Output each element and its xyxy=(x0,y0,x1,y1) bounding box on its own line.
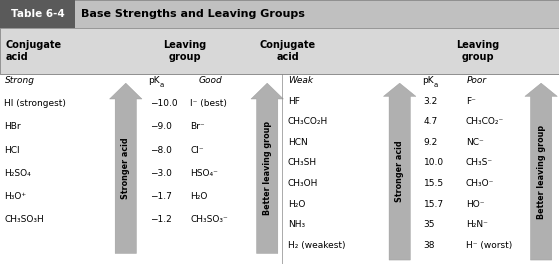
Text: CH₃CO₂H: CH₃CO₂H xyxy=(288,117,328,126)
Text: Br⁻: Br⁻ xyxy=(190,122,205,131)
Text: 4.7: 4.7 xyxy=(424,117,438,126)
Text: −9.0: −9.0 xyxy=(150,122,172,131)
Text: Stronger acid: Stronger acid xyxy=(121,138,130,199)
Text: Cl⁻: Cl⁻ xyxy=(190,146,203,155)
Text: H₂O: H₂O xyxy=(288,200,305,209)
Text: Weak: Weak xyxy=(288,76,313,85)
Text: HO⁻: HO⁻ xyxy=(466,200,484,209)
Text: Conjugate
acid: Conjugate acid xyxy=(6,40,61,62)
Text: 38: 38 xyxy=(424,241,435,250)
Text: 35: 35 xyxy=(424,220,435,229)
Text: Good: Good xyxy=(198,76,222,85)
Polygon shape xyxy=(251,83,283,253)
Text: HBr: HBr xyxy=(4,122,21,131)
Text: 15.7: 15.7 xyxy=(424,200,444,209)
Text: −10.0: −10.0 xyxy=(150,99,177,108)
Text: CH₃OH: CH₃OH xyxy=(288,179,318,188)
Bar xyxy=(0,0,75,28)
Text: H₂SO₄: H₂SO₄ xyxy=(4,169,31,178)
Text: Leaving
group: Leaving group xyxy=(456,40,500,62)
Text: −8.0: −8.0 xyxy=(150,146,172,155)
Text: HCN: HCN xyxy=(288,138,307,147)
Text: H₂O: H₂O xyxy=(190,192,207,201)
Text: CH₃O⁻: CH₃O⁻ xyxy=(466,179,494,188)
Text: Poor: Poor xyxy=(467,76,487,85)
Bar xyxy=(0,74,559,264)
Text: −1.7: −1.7 xyxy=(150,192,172,201)
Polygon shape xyxy=(525,83,557,260)
Text: pK: pK xyxy=(422,76,434,85)
Text: F⁻: F⁻ xyxy=(466,97,476,106)
Text: CH₃SO₃⁻: CH₃SO₃⁻ xyxy=(190,215,228,224)
Text: Better leaving group: Better leaving group xyxy=(537,125,546,219)
Text: CH₃CO₂⁻: CH₃CO₂⁻ xyxy=(466,117,504,126)
Text: Conjugate
acid: Conjugate acid xyxy=(260,40,316,62)
Text: a: a xyxy=(433,82,438,88)
Text: Better leaving group: Better leaving group xyxy=(263,121,272,215)
Text: −1.2: −1.2 xyxy=(150,215,172,224)
Text: HI (strongest): HI (strongest) xyxy=(4,99,67,108)
Text: 9.2: 9.2 xyxy=(424,138,438,147)
Text: H₃O⁺: H₃O⁺ xyxy=(4,192,27,201)
Text: CH₃S⁻: CH₃S⁻ xyxy=(466,158,493,167)
Text: a: a xyxy=(159,82,164,88)
Text: HF: HF xyxy=(288,97,300,106)
Text: CH₃SO₃H: CH₃SO₃H xyxy=(4,215,44,224)
Text: H₂ (weakest): H₂ (weakest) xyxy=(288,241,345,250)
Text: I⁻ (best): I⁻ (best) xyxy=(190,99,227,108)
Text: Stronger acid: Stronger acid xyxy=(395,141,404,202)
Text: Leaving
group: Leaving group xyxy=(163,40,206,62)
Text: H⁻ (worst): H⁻ (worst) xyxy=(466,241,512,250)
Text: H₂N⁻: H₂N⁻ xyxy=(466,220,487,229)
Text: −3.0: −3.0 xyxy=(150,169,172,178)
Text: 15.5: 15.5 xyxy=(424,179,444,188)
Text: HSO₄⁻: HSO₄⁻ xyxy=(190,169,218,178)
Text: pK: pK xyxy=(148,76,160,85)
Text: HCl: HCl xyxy=(4,146,20,155)
Bar xyxy=(0,0,559,28)
Polygon shape xyxy=(110,83,142,253)
Text: 10.0: 10.0 xyxy=(424,158,444,167)
Text: Strong: Strong xyxy=(4,76,35,85)
Text: Base Strengths and Leaving Groups: Base Strengths and Leaving Groups xyxy=(81,9,305,19)
Text: NH₃: NH₃ xyxy=(288,220,305,229)
Text: CH₃SH: CH₃SH xyxy=(288,158,317,167)
Text: 3.2: 3.2 xyxy=(424,97,438,106)
Polygon shape xyxy=(383,83,416,260)
Bar xyxy=(0,28,559,74)
Text: NC⁻: NC⁻ xyxy=(466,138,484,147)
Text: Table 6-4: Table 6-4 xyxy=(11,9,65,19)
